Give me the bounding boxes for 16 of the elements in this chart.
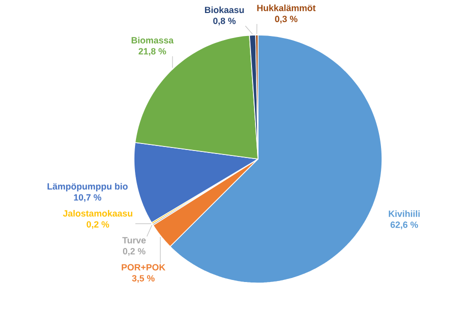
- data-label: 21,8 %: [138, 48, 166, 56]
- data-label: 0,3 %: [275, 16, 298, 24]
- slice-label: Jalostamokaasu: [62, 210, 132, 217]
- data-label: 0,8 %: [213, 18, 236, 26]
- slice-label: Lämpöpumppu bio: [48, 182, 128, 192]
- data-label: 0,2 %: [122, 248, 146, 256]
- slice-label: POR+POK: [122, 264, 166, 270]
- slice-label: Turve: [122, 237, 146, 244]
- data-label: 10,7 %: [74, 194, 102, 202]
- slice-label: Biokaasu: [204, 6, 244, 14]
- data-label: 3,5 %: [132, 275, 155, 283]
- slice-label: Biomassa: [132, 36, 174, 44]
- data-label: 62,6 %: [390, 222, 418, 230]
- slice-label: Kivihiili: [388, 210, 420, 217]
- slice-label: Hukkalämmöt: [257, 4, 316, 12]
- data-label: 0,2 %: [86, 221, 110, 229]
